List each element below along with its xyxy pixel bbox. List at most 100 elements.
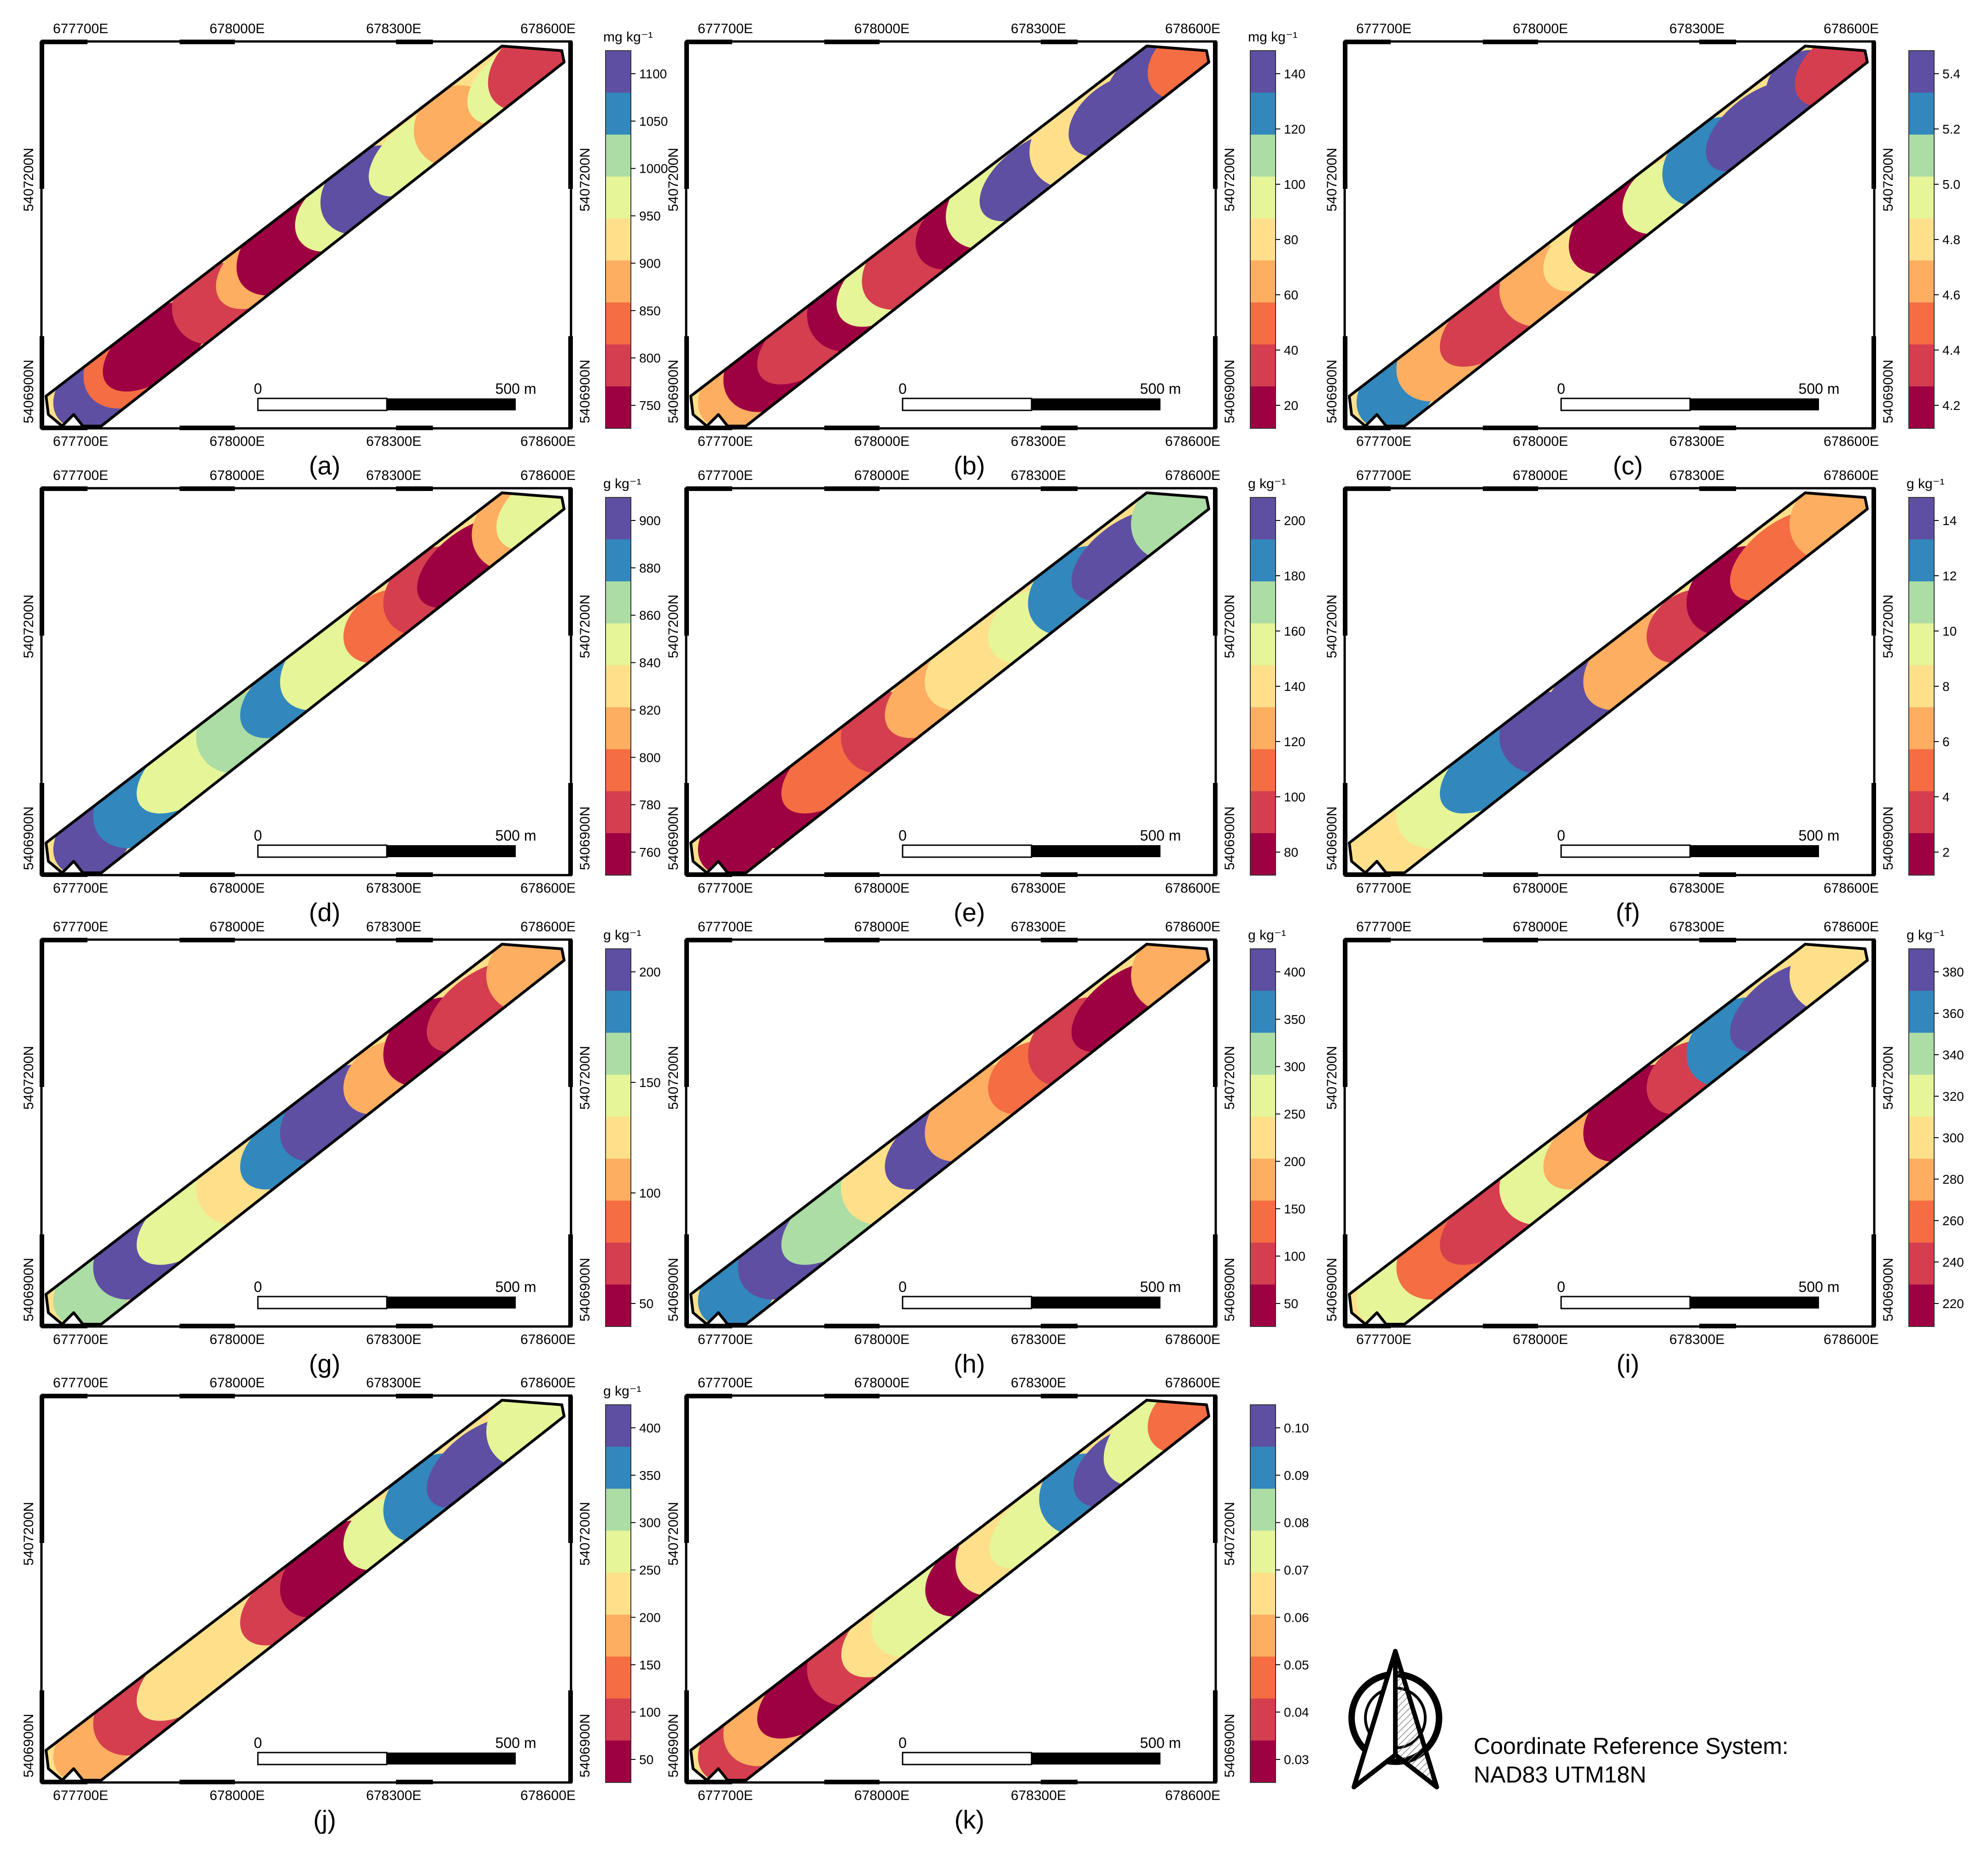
legend-swatch — [606, 302, 631, 345]
frame-tick — [1343, 488, 1347, 636]
legend-swatch — [606, 134, 631, 177]
easting-label-top: 677700E — [53, 468, 108, 483]
legend-swatch — [606, 260, 631, 303]
northing-label-left: 5406900N — [666, 806, 681, 870]
legend-tick-label: 0.10 — [1284, 1421, 1309, 1435]
legend-swatch — [606, 1572, 631, 1615]
legend-swatch — [1250, 1405, 1276, 1448]
scale-bar-start: 0 — [1557, 380, 1565, 397]
frame-tick — [684, 41, 689, 189]
northing-label-right: 5406900N — [577, 806, 593, 870]
legend-tick-label: 280 — [1942, 1172, 1964, 1186]
legend-swatch — [1250, 1447, 1276, 1490]
frame-tick — [1483, 486, 1538, 491]
legend-tick-label: 820 — [639, 703, 661, 717]
field-boundary — [45, 45, 566, 427]
legend-tick-label: 4.8 — [1942, 233, 1960, 247]
scale-bar-white — [902, 397, 1032, 411]
scale-bar-white — [902, 1752, 1032, 1765]
scale-bar-black — [387, 398, 516, 410]
legend-tick-label: 2 — [1942, 845, 1950, 859]
field-boundary — [1348, 943, 1869, 1326]
easting-label-top: 678600E — [1165, 1375, 1220, 1391]
legend-tick-label: 8 — [1942, 679, 1950, 694]
frame-tick — [1483, 1324, 1538, 1328]
map-panel: 677700E 677700E 678000E 678000E 678300E 67830… — [21, 1375, 661, 1834]
legend-swatch — [606, 749, 631, 792]
field-surface — [1349, 493, 1867, 873]
legend-tick-label: 100 — [1284, 790, 1306, 804]
frame-tick — [40, 488, 44, 636]
scale-bar-black — [1690, 845, 1819, 857]
legend-swatch — [1250, 1656, 1276, 1699]
northing-label-left: 5407200N — [21, 1502, 36, 1566]
frame-tick — [1345, 1324, 1391, 1328]
legend-swatch — [1909, 791, 1934, 834]
legend-swatch — [1250, 949, 1276, 992]
legend-tick-label: 5.0 — [1942, 177, 1960, 192]
easting-label-bottom: 678000E — [854, 881, 909, 896]
legend-swatch — [1250, 344, 1276, 387]
legend-tick-label: 380 — [1942, 965, 1964, 979]
legend-swatch — [606, 1405, 631, 1448]
legend-swatch — [606, 176, 631, 219]
field-boundary — [689, 45, 1210, 427]
easting-label-bottom: 678600E — [520, 881, 576, 896]
legend-swatch — [606, 1614, 631, 1657]
legend-swatch — [1250, 991, 1276, 1034]
scale-bar-black — [1690, 398, 1819, 410]
legend-swatch — [606, 1200, 631, 1243]
northing-label-right: 5406900N — [1222, 1714, 1237, 1777]
scale-bar-end: 500 m — [1140, 827, 1181, 844]
legend-swatch — [606, 1242, 631, 1285]
northing-label-right: 5406900N — [577, 360, 593, 423]
northing-label-left: 5407200N — [21, 595, 36, 658]
frame-tick — [1343, 940, 1347, 1087]
legend-swatch — [1250, 260, 1276, 303]
legend-tick-label: 10 — [1942, 624, 1957, 638]
north-arrow-icon — [1348, 1649, 1442, 1789]
legend-tick-label: 400 — [639, 1421, 661, 1435]
legend-tick-label: 240 — [1942, 1255, 1964, 1269]
scale-bar-end: 500 m — [496, 827, 536, 844]
frame-tick — [824, 872, 880, 877]
scale-bar-start: 0 — [254, 380, 262, 397]
frame-tick — [41, 426, 87, 430]
frame-tick — [40, 41, 44, 189]
legend-box — [1250, 1404, 1276, 1783]
legend-tick-label: 12 — [1942, 569, 1957, 583]
easting-label-bottom: 678600E — [520, 1332, 576, 1347]
frame-tick — [396, 486, 433, 491]
panel-label: (h) — [954, 1349, 985, 1378]
legend-swatch — [1909, 749, 1934, 792]
frame-tick — [41, 1780, 87, 1784]
frame-tick — [1699, 938, 1736, 942]
easting-label-top: 677700E — [53, 1375, 108, 1391]
easting-label-top: 678000E — [210, 21, 265, 36]
scale-bar-white — [902, 1296, 1032, 1309]
frame-tick — [1213, 336, 1218, 428]
legend-tick-label: 780 — [639, 798, 661, 812]
legend-tick-label: 1050 — [639, 114, 668, 129]
easting-label-top: 678600E — [520, 468, 576, 483]
legend-tick-label: 260 — [1942, 1214, 1964, 1228]
frame-tick — [684, 1396, 689, 1543]
frame-tick — [180, 1394, 235, 1398]
legend-swatch — [1250, 1158, 1276, 1201]
scale-bar-end: 500 m — [1799, 827, 1840, 844]
frame-tick — [1699, 486, 1736, 491]
legend-tick-label: 5.2 — [1942, 122, 1960, 136]
legend-swatch — [1909, 51, 1934, 93]
legend-tick-label: 60 — [1284, 288, 1298, 302]
legend-swatch — [1909, 623, 1934, 666]
scale-bar-start: 0 — [898, 1279, 907, 1295]
easting-label-bottom: 678300E — [1669, 881, 1725, 896]
legend-tick-label: 800 — [639, 351, 661, 365]
easting-label-bottom: 678000E — [854, 1332, 909, 1347]
legend-swatch — [606, 1075, 631, 1117]
frame-tick — [1483, 426, 1538, 430]
legend-tick-label: 340 — [1942, 1048, 1964, 1062]
easting-label-bottom: 678300E — [366, 881, 421, 896]
frame-tick — [1041, 872, 1078, 877]
legend-swatch — [606, 386, 631, 429]
